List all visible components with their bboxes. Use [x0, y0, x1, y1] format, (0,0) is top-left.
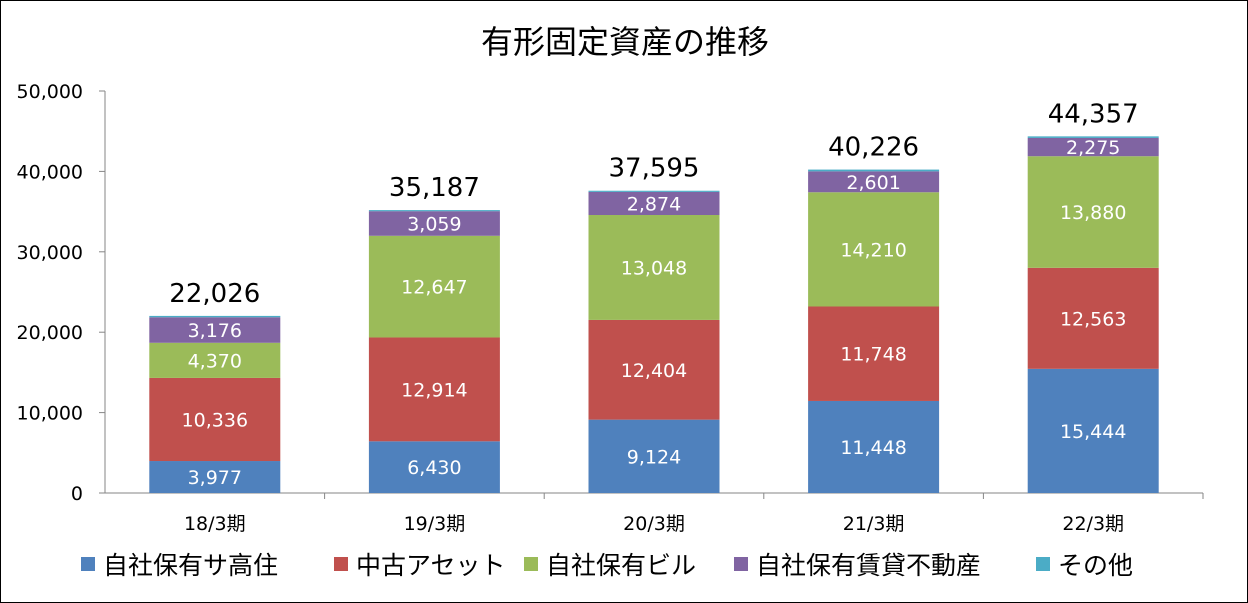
total-value-label: 40,226 — [828, 133, 919, 163]
x-tick-label: 20/3期 — [623, 513, 685, 535]
legend-item: 中古アセット — [334, 551, 506, 580]
total-value-label: 22,026 — [169, 279, 260, 309]
bar-stack: 6,430 12,914 12,647 3,059 35,187 — [368, 173, 500, 493]
legend-label: 自社保有賃貸不動産 — [756, 551, 981, 580]
bar-segment — [808, 169, 940, 172]
y-tick-label: 20,000 — [17, 322, 83, 344]
segment-value-label: 12,914 — [401, 379, 467, 401]
legend-swatch — [334, 557, 348, 571]
segment-value-label: 13,048 — [621, 257, 687, 279]
legend-swatch — [524, 557, 538, 571]
legend-item: 自社保有賃貸不動産 — [734, 551, 981, 580]
segment-value-label: 13,880 — [1060, 202, 1126, 224]
bar-segment — [149, 377, 281, 462]
segment-value-label: 14,210 — [840, 239, 906, 261]
bar-segment — [149, 461, 281, 493]
x-axis: 18/3期 19/3期 20/3期 21/3期 22/3期 — [105, 492, 1204, 535]
segment-value-label: 2,275 — [1066, 137, 1120, 159]
bar-stacks: 3,977 10,336 4,370 3,176 22,026 6,430 12,914 12… — [149, 99, 1159, 493]
legend-label: 自社保有ビル — [546, 551, 696, 580]
segment-value-label: 15,444 — [1060, 421, 1126, 443]
bar-segment — [1027, 368, 1159, 493]
legend-label: 中古アセット — [356, 551, 506, 580]
segment-value-label: 2,874 — [627, 193, 681, 215]
legend-swatch — [1036, 557, 1050, 571]
legend-item: その他 — [1036, 551, 1133, 580]
bar-segment — [808, 306, 940, 401]
segment-value-label: 12,404 — [621, 360, 687, 382]
bar-segment — [149, 317, 281, 343]
bar-segment — [368, 235, 500, 338]
segment-value-label: 12,563 — [1060, 308, 1126, 330]
segment-value-label: 2,601 — [846, 172, 900, 194]
bar-segment — [368, 210, 500, 212]
bar-segment — [808, 171, 940, 193]
bar-segment — [808, 400, 940, 493]
segment-value-label: 4,370 — [188, 350, 242, 372]
legend-swatch — [81, 557, 95, 571]
segment-value-label: 3,176 — [188, 320, 242, 342]
bar-stack: 3,977 10,336 4,370 3,176 22,026 — [149, 279, 281, 493]
bar-segment — [149, 342, 281, 378]
bar-segment — [1027, 267, 1159, 369]
bar-segment — [149, 315, 281, 318]
chart-title: 有形固定資産の推移 — [481, 23, 769, 61]
legend-item: 自社保有ビル — [524, 551, 696, 580]
segment-value-label: 9,124 — [627, 446, 681, 468]
x-tick-label: 22/3期 — [1062, 513, 1124, 535]
legend: 自社保有サ高住 中古アセット 自社保有ビル 自社保有賃貸不動産 その他 — [81, 551, 1133, 580]
x-tick-label: 18/3期 — [184, 513, 246, 535]
y-tick-label: 0 — [71, 483, 83, 505]
y-axis: 0 10,000 20,000 30,000 40,000 50,000 — [17, 81, 106, 505]
legend-label: その他 — [1058, 551, 1133, 580]
segment-value-label: 6,430 — [407, 457, 461, 479]
bar-segment — [588, 319, 720, 420]
y-tick-label: 30,000 — [17, 242, 83, 264]
bar-segment — [588, 190, 720, 192]
bar-segment — [368, 337, 500, 442]
segment-value-label: 3,977 — [188, 467, 242, 489]
x-tick-label: 19/3期 — [404, 513, 466, 535]
legend-label: 自社保有サ高住 — [103, 551, 278, 580]
bar-stack: 15,444 12,563 13,880 2,275 44,357 — [1027, 99, 1159, 493]
total-value-label: 44,357 — [1048, 99, 1139, 129]
total-value-label: 37,595 — [609, 154, 700, 184]
bar-stack: 11,448 11,748 14,210 2,601 40,226 — [808, 133, 940, 493]
segment-value-label: 12,647 — [401, 277, 467, 299]
bar-segment — [808, 192, 940, 307]
bar-segment — [368, 441, 500, 493]
bar-segment — [1027, 156, 1159, 268]
legend-swatch — [734, 557, 748, 571]
total-value-label: 35,187 — [389, 173, 480, 203]
bar-segment — [1027, 136, 1159, 138]
bar-segment — [1027, 137, 1159, 157]
bar-segment — [588, 419, 720, 493]
segment-value-label: 3,059 — [407, 213, 461, 235]
segment-value-label: 11,748 — [840, 344, 906, 366]
y-tick-label: 10,000 — [17, 403, 83, 425]
bar-stack: 9,124 12,404 13,048 2,874 37,595 — [588, 154, 720, 493]
x-tick-label: 21/3期 — [843, 513, 905, 535]
segment-value-label: 10,336 — [182, 409, 248, 431]
y-tick-label: 50,000 — [17, 81, 83, 103]
bar-segment — [368, 211, 500, 236]
bar-segment — [588, 215, 720, 320]
segment-value-label: 11,448 — [840, 437, 906, 459]
bar-segment — [588, 191, 720, 216]
legend-item: 自社保有サ高住 — [81, 551, 278, 580]
y-tick-label: 40,000 — [17, 161, 83, 183]
